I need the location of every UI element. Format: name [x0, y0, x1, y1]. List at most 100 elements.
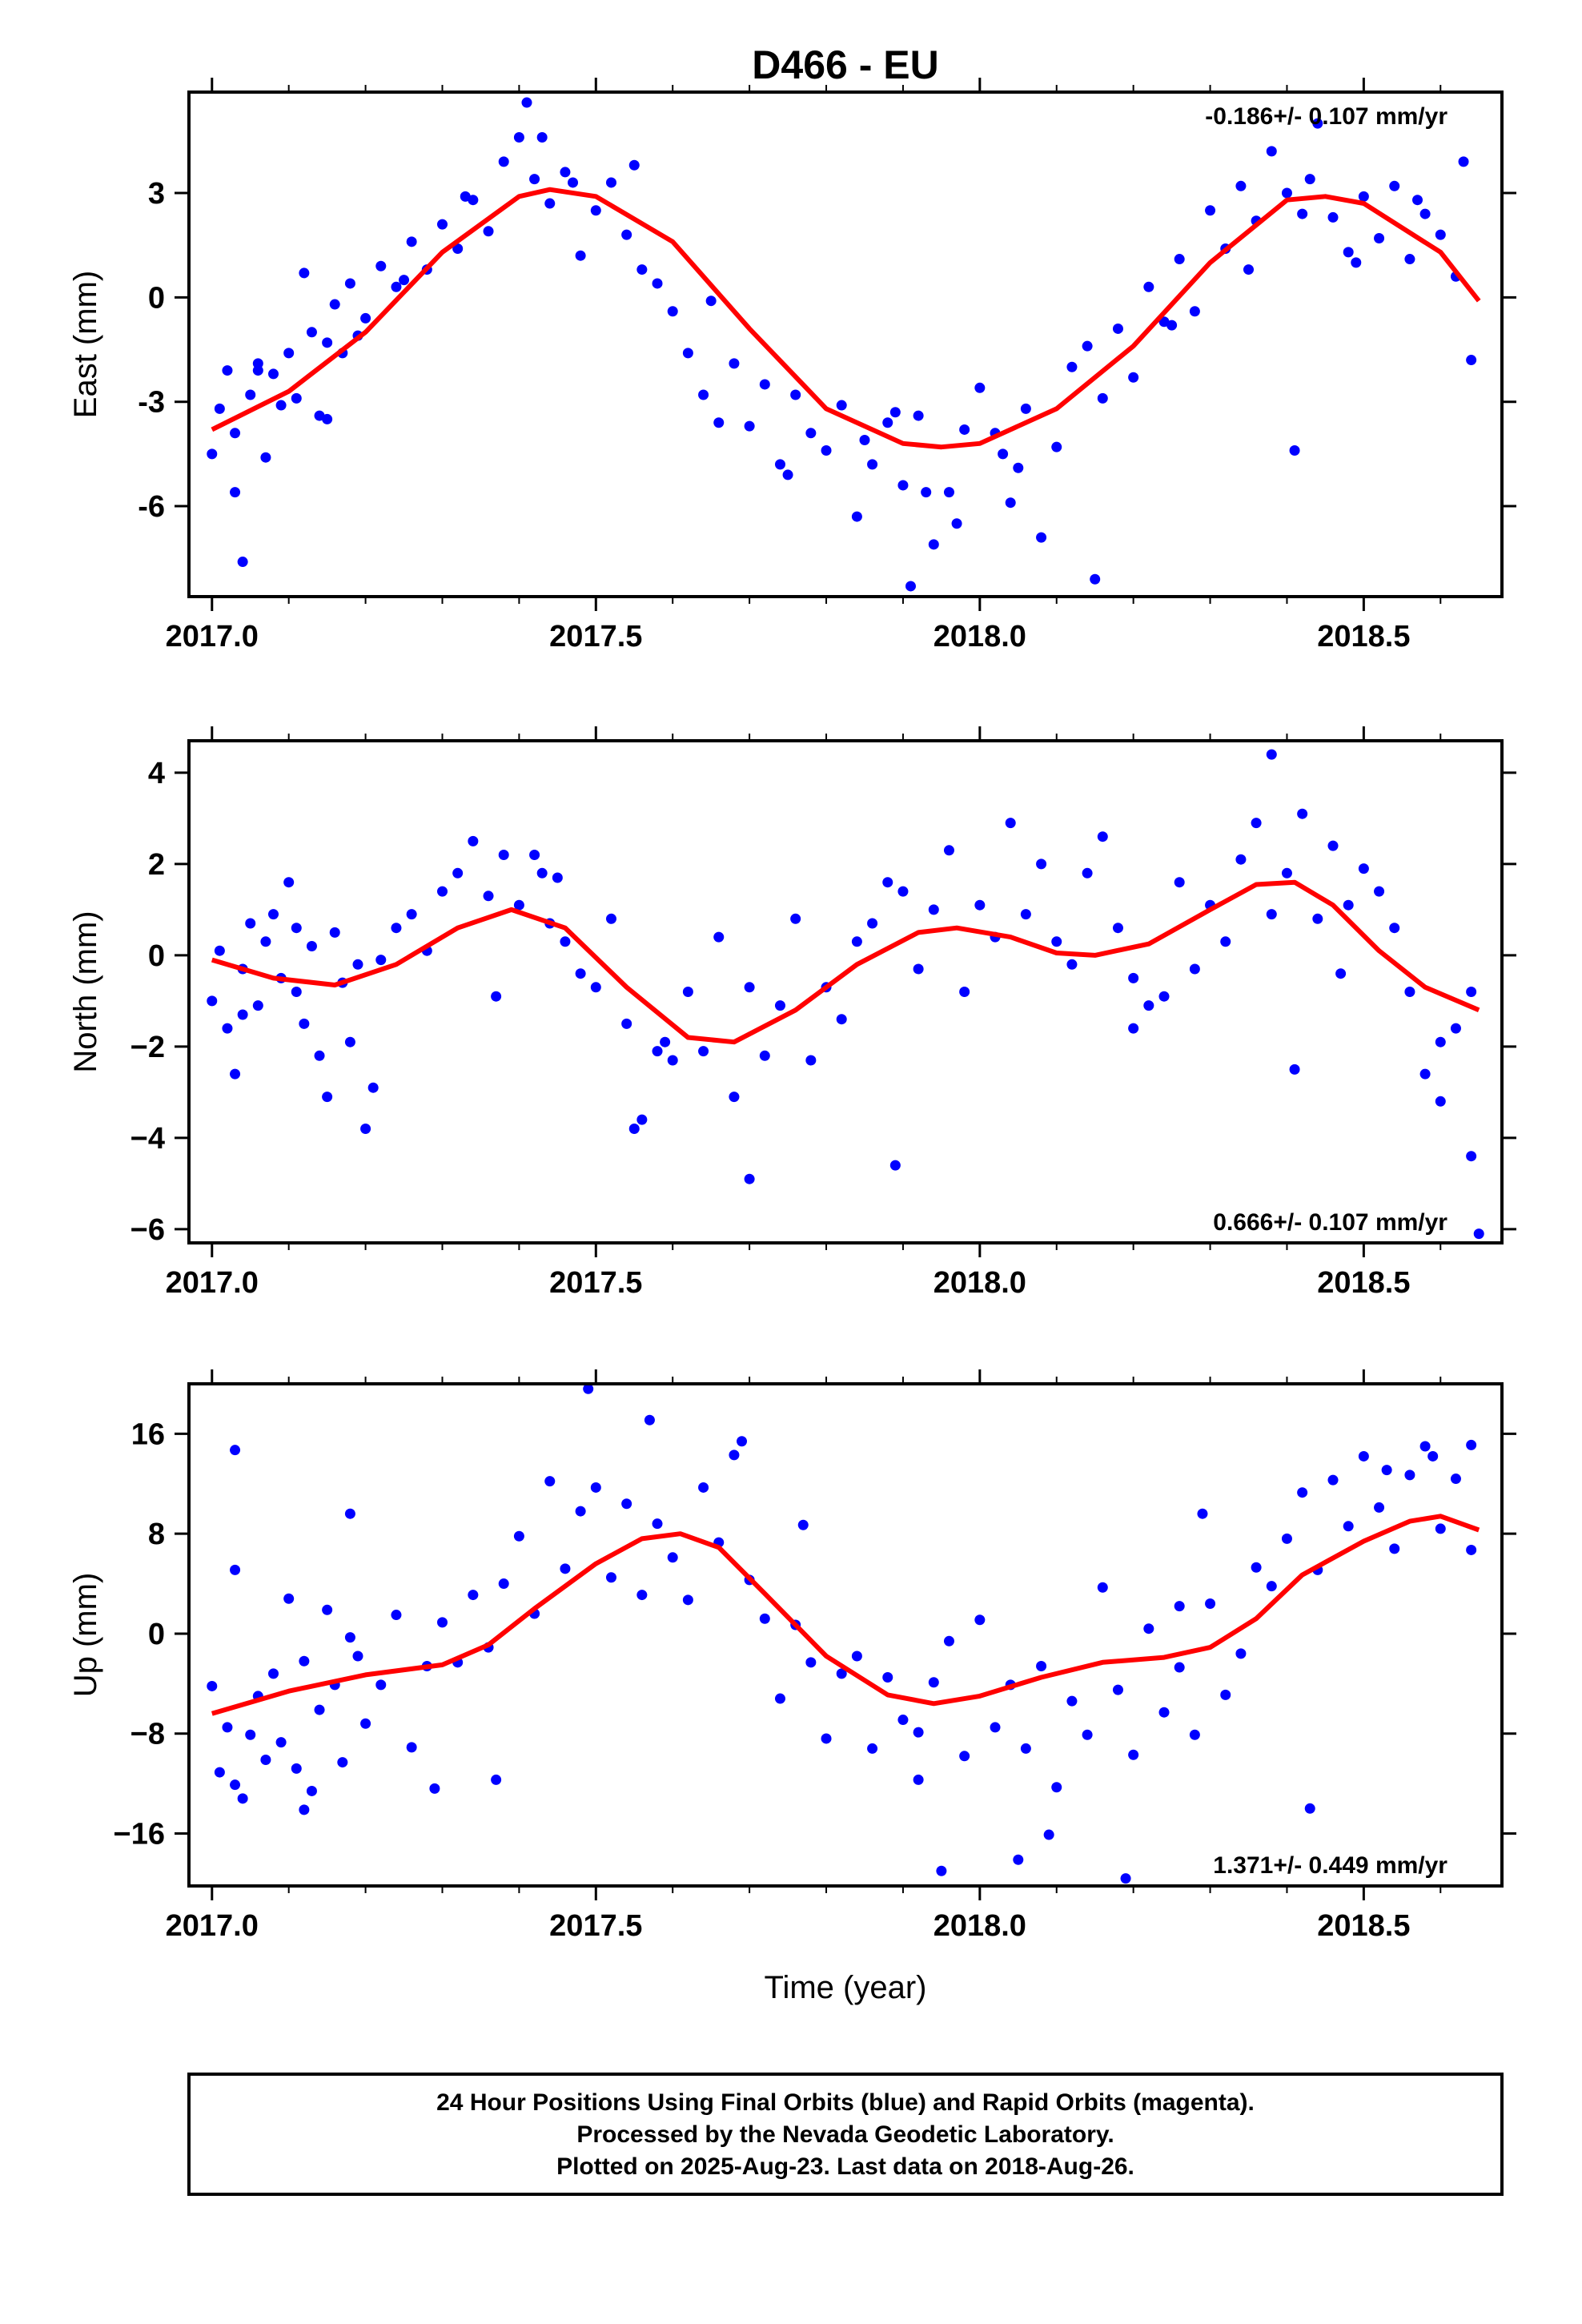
- east-data-point: [621, 229, 632, 240]
- up-data-point: [797, 1519, 809, 1530]
- north-data-point: [1020, 909, 1031, 920]
- up-data-point: [207, 1680, 218, 1691]
- north-data-point: [1251, 818, 1262, 829]
- up-data-point: [1158, 1707, 1170, 1718]
- up-data-point: [491, 1774, 502, 1785]
- east-x-tick-label: 2018.5: [1317, 620, 1410, 653]
- north-data-point: [1082, 867, 1093, 879]
- east-data-point: [283, 348, 295, 359]
- east-data-point: [575, 250, 586, 261]
- north-data-point: [682, 987, 693, 997]
- up-data-point: [299, 1804, 310, 1815]
- east-data-point: [889, 407, 901, 418]
- up-data-point: [1435, 1523, 1446, 1534]
- up-data-point: [267, 1668, 279, 1679]
- east-data-point: [1374, 232, 1385, 243]
- north-data-point: [1335, 968, 1347, 979]
- up-data-point: [897, 1715, 909, 1726]
- east-data-point: [1327, 211, 1339, 223]
- up-data-point: [1374, 1502, 1385, 1513]
- east-data-point: [1090, 573, 1101, 585]
- north-data-point: [1374, 886, 1385, 897]
- east-data-point: [452, 243, 464, 255]
- east-data-point: [399, 275, 410, 286]
- east-data-point: [790, 389, 801, 400]
- north-data-point: [1419, 1068, 1431, 1080]
- up-data-point: [928, 1677, 939, 1688]
- east-data-point: [322, 413, 333, 424]
- up-data-point: [275, 1737, 287, 1748]
- north-data-point: [882, 877, 893, 888]
- north-data-point: [652, 1046, 663, 1057]
- north-data-point: [1281, 867, 1292, 879]
- up-data-point: [1389, 1543, 1400, 1554]
- north-data-point: [1112, 923, 1123, 934]
- up-data-point: [867, 1743, 878, 1754]
- east-data-point: [322, 337, 333, 348]
- east-data-point: [406, 236, 417, 247]
- east-data-point: [859, 434, 870, 445]
- east-data-point: [260, 452, 271, 463]
- north-data-point: [367, 1082, 379, 1093]
- up-panel: 2017.0 2017.5 2018.0 2018.5 16 8 0 −8 −16 1.371+…: [68, 1369, 1516, 1943]
- up-data-point: [1220, 1689, 1231, 1700]
- up-data-point: [1128, 1749, 1139, 1760]
- east-data-point: [974, 382, 986, 393]
- north-data-point: [252, 1000, 263, 1011]
- up-rate-label: 1.371+/- 0.449 mm/yr: [1213, 1852, 1447, 1879]
- north-data-point: [974, 899, 986, 911]
- east-data-point: [329, 299, 340, 310]
- east-data-point: [1166, 320, 1178, 331]
- up-data-point: [375, 1679, 387, 1691]
- east-data-point: [1051, 441, 1062, 452]
- up-data-point: [990, 1722, 1001, 1733]
- north-data-point: [291, 923, 302, 934]
- north-data-point: [1450, 1023, 1461, 1034]
- east-data-point: [230, 428, 241, 439]
- north-data-point: [222, 1023, 233, 1034]
- east-plot-frame: [187, 90, 1504, 598]
- east-data-point: [1389, 180, 1400, 191]
- north-data-point: [698, 1046, 709, 1057]
- east-data-point: [360, 312, 371, 324]
- north-data-point: [897, 886, 909, 897]
- north-x-tick-label: 2018.5: [1317, 1266, 1410, 1300]
- east-data-point: [1097, 392, 1108, 404]
- north-data-point: [483, 891, 494, 902]
- north-y-tick-label: 2: [148, 848, 165, 882]
- north-data-point: [560, 936, 571, 947]
- north-data-point: [391, 923, 402, 934]
- north-data-point: [1189, 963, 1200, 975]
- east-data-point: [344, 278, 355, 289]
- footer-line-1: 24 Hour Positions Using Final Orbits (bl…: [436, 2089, 1255, 2116]
- north-data-point: [1128, 1023, 1139, 1034]
- north-data-point: [536, 867, 548, 879]
- north-data-point: [237, 1009, 248, 1020]
- east-data-point: [1458, 156, 1469, 167]
- up-fit-line: [211, 1514, 1480, 1716]
- up-data-point: [560, 1563, 571, 1574]
- east-data-point: [652, 278, 663, 289]
- up-data-point: [322, 1604, 333, 1615]
- north-data-point: [1327, 840, 1339, 851]
- east-data-point: [252, 365, 263, 376]
- up-marks: [207, 1383, 1477, 1884]
- east-data-point: [222, 365, 233, 376]
- up-data-point: [652, 1518, 663, 1530]
- north-data-point: [529, 850, 540, 860]
- east-y-tick-label: -6: [138, 490, 165, 524]
- north-data-point: [214, 945, 225, 956]
- north-data-point: [491, 991, 502, 1002]
- up-data-point: [237, 1793, 248, 1804]
- east-data-point: [698, 389, 709, 400]
- north-data-point: [575, 968, 586, 979]
- east-data-point: [1174, 254, 1185, 265]
- east-data-point: [998, 448, 1009, 460]
- up-data-point: [245, 1729, 256, 1740]
- east-data-point: [636, 264, 648, 275]
- up-data-point: [1205, 1598, 1216, 1610]
- north-data-point: [759, 1050, 770, 1061]
- east-data-point: [1266, 146, 1277, 157]
- north-data-point: [660, 1036, 671, 1047]
- up-data-point: [1013, 1854, 1024, 1865]
